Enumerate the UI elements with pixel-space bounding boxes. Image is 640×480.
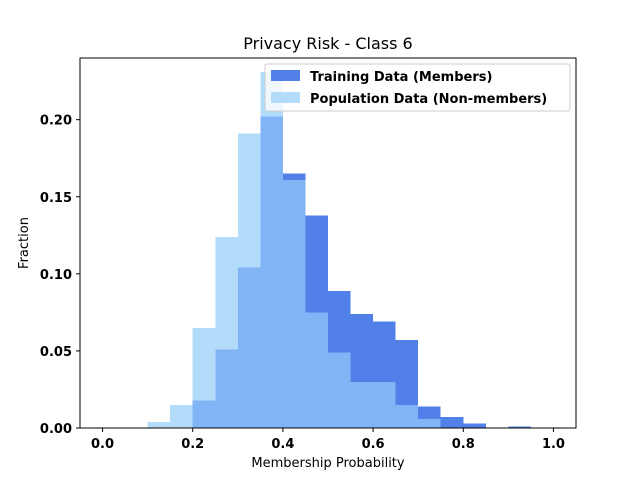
overlap-bar [215,349,238,428]
y-tick-label: 0.15 [40,191,72,206]
overlap-bar [305,312,328,428]
y-axis: 0.00 0.05 0.10 0.15 0.20 [40,114,80,437]
plot-frame [79,57,577,429]
overlap-bar [328,352,351,428]
overlap-bar [282,179,306,428]
population-bars [147,71,283,428]
member-bar [282,173,306,180]
overlap-bar [192,400,216,428]
member-bar [305,215,328,313]
x-axis: 0.0 0.2 0.4 0.6 0.8 1.0 [91,428,565,452]
overlap-bar [350,381,374,428]
y-tick-label: 0.00 [40,422,72,437]
x-tick-label: 1.0 [542,437,565,452]
legend-swatch-members [271,70,300,81]
members-bars [282,173,531,428]
x-tick-label: 0.8 [452,437,475,452]
x-axis-label: Membership Probability [251,456,405,471]
population-bar [192,327,216,401]
member-bar [508,426,531,428]
y-tick-label: 0.20 [40,114,72,129]
y-tick-label: 0.05 [40,345,72,360]
x-tick-label: 0.6 [362,437,385,452]
population-bar [147,421,171,428]
legend-label-population: Population Data (Non-members) [310,92,547,107]
member-bar [373,321,396,382]
member-bar [395,340,419,405]
legend: Training Data (Members) Population Data … [264,63,571,112]
legend-label-members: Training Data (Members) [310,70,492,85]
overlap-bar [418,418,441,428]
overlap-bar [237,267,261,428]
member-bar [328,290,351,353]
overlap-bar [373,381,396,428]
member-bar [350,313,374,382]
population-bar [237,133,261,268]
member-bar [418,406,441,419]
y-axis-label: Fraction [17,217,32,269]
chart-title: Privacy Risk - Class 6 [243,34,412,53]
population-bar [215,236,238,350]
population-bar [170,404,193,428]
overlap-bar [260,116,283,428]
member-bar [463,423,486,428]
x-tick-label: 0.2 [181,437,204,452]
legend-swatch-population [271,92,300,103]
legend-box [264,63,571,112]
x-tick-label: 0.0 [91,437,114,452]
y-tick-label: 0.10 [40,268,72,283]
overlap-bar [395,404,419,428]
overlap-bars [192,116,441,428]
member-bar [440,417,464,428]
x-tick-label: 0.4 [271,437,294,452]
